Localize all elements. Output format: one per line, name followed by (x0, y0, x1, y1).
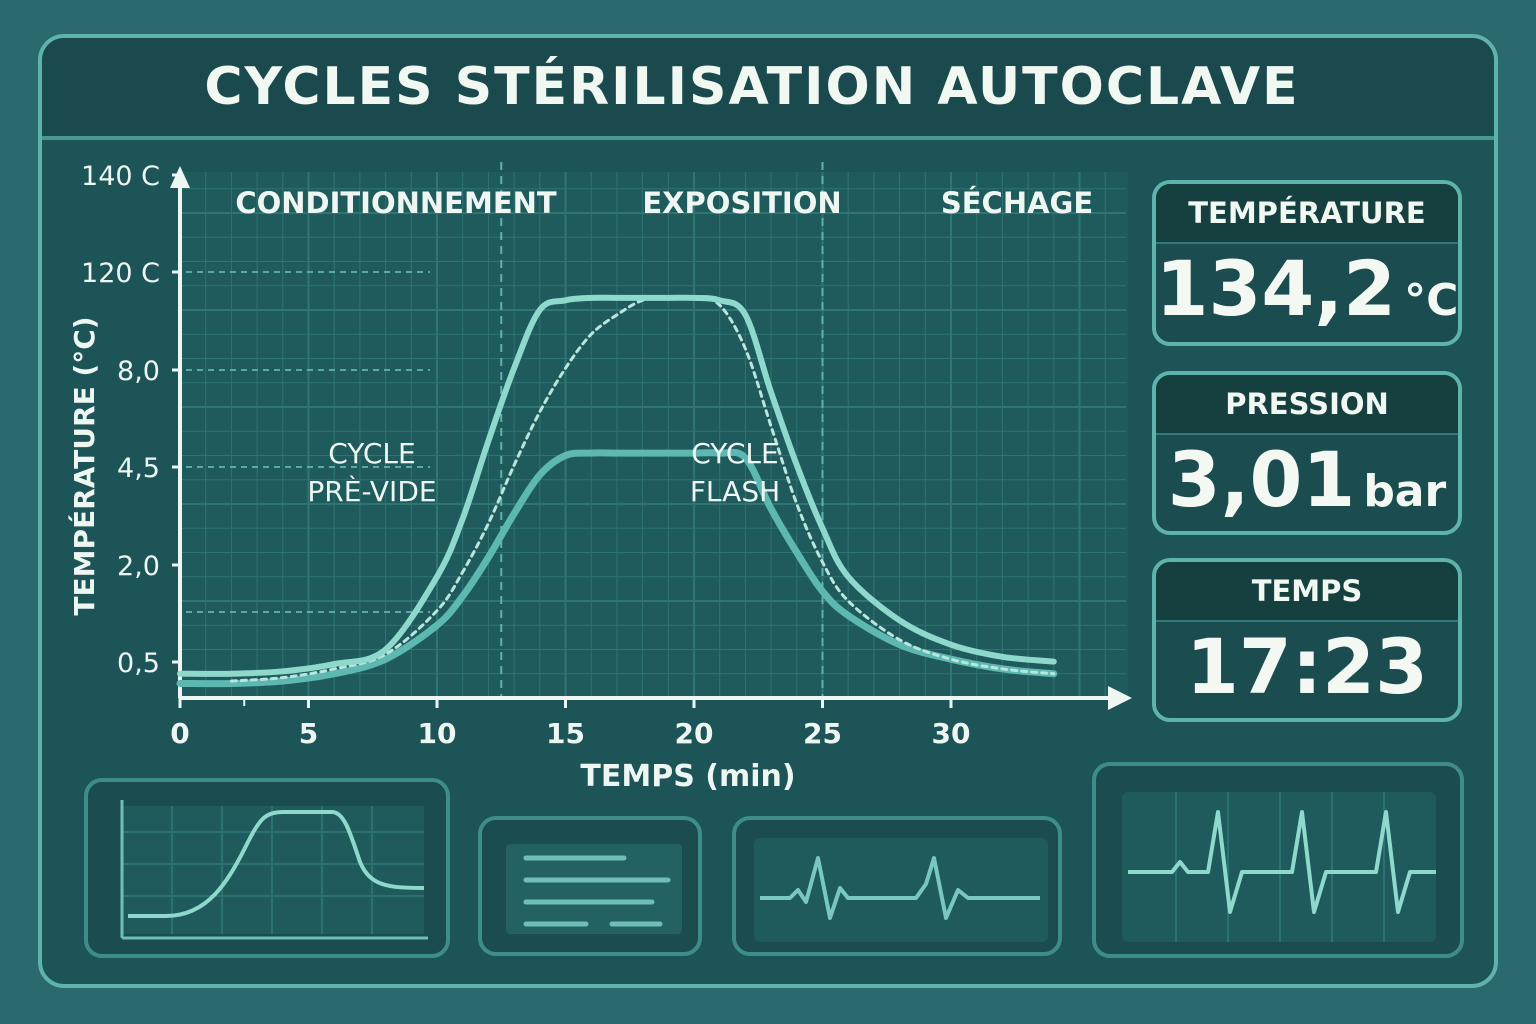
annotation-label: CYCLE (328, 437, 415, 470)
y-tick-label: 8,0 (117, 356, 160, 387)
thumbnail-pulse[interactable] (732, 816, 1062, 956)
mini-curve-line (128, 810, 425, 918)
y-tick-label: 2,0 (117, 551, 160, 582)
plot-area (180, 172, 1128, 698)
pressure-unit: bar (1363, 466, 1447, 517)
time-value: 17:23 (1186, 622, 1428, 711)
thumbnail-ecg[interactable] (1092, 762, 1464, 958)
y-axis-label: TEMPÉRATURE (°C) (67, 316, 101, 615)
page-title: CYCLES STÉRILISATION AUTOCLAVE (204, 57, 1300, 117)
time-card: TEMPS 17:23 (1152, 558, 1462, 722)
x-tick-label: 20 (675, 717, 714, 750)
pressure-readout: 3,01 bar (1156, 435, 1458, 531)
annotation-label: CYCLE (691, 437, 778, 470)
x-tick-label: 25 (803, 717, 842, 750)
ecg-wave-icon (1122, 792, 1436, 942)
pressure-value: 3,01 (1167, 435, 1356, 524)
x-tick-label: 10 (418, 717, 457, 750)
y-axis-arrow (170, 166, 190, 188)
temperature-value: 134,2 (1155, 244, 1397, 333)
mini-curve-icon (120, 800, 428, 940)
phase-label: CONDITIONNEMENT (235, 186, 557, 220)
pulse-wave-icon (754, 838, 1048, 942)
time-label: TEMPS (1156, 562, 1458, 622)
series-line-dashed (229, 295, 1056, 683)
title-bar: CYCLES STÉRILISATION AUTOCLAVE (42, 38, 1494, 140)
annotation-label: PRÈ-VIDE (307, 474, 436, 508)
temperature-label: TEMPÉRATURE (1156, 184, 1458, 244)
y-tick-label: 140 C (81, 161, 160, 192)
pressure-card: PRESSION 3,01 bar (1152, 371, 1462, 535)
series-line-solid-light (177, 294, 1057, 677)
y-tick-label: 120 C (81, 258, 160, 289)
x-tick-label: 5 (299, 717, 318, 750)
thumbnail-log[interactable] (478, 816, 702, 956)
time-readout: 17:23 (1156, 622, 1458, 718)
pressure-label: PRESSION (1156, 375, 1458, 435)
phase-label: EXPOSITION (642, 186, 841, 220)
text-lines-icon (506, 844, 682, 934)
phase-label: SÉCHAGE (941, 186, 1093, 220)
temperature-readout: 134,2 °C (1155, 244, 1459, 342)
x-axis-arrow (1108, 686, 1132, 710)
x-axis-label: TEMPS (min) (580, 759, 795, 794)
y-tick-label: 0,5 (117, 648, 160, 679)
annotation-label: FLASH (690, 475, 780, 508)
temperature-unit: °C (1404, 275, 1459, 326)
x-tick-label: 30 (932, 717, 971, 750)
series-line-solid-dark (176, 448, 1058, 688)
y-tick-label: 4,5 (117, 453, 160, 484)
thumbnail-curve[interactable] (84, 778, 450, 958)
x-tick-label: 15 (546, 717, 585, 750)
x-tick-label: 0 (170, 717, 189, 750)
temperature-card: TEMPÉRATURE 134,2 °C (1152, 180, 1462, 346)
